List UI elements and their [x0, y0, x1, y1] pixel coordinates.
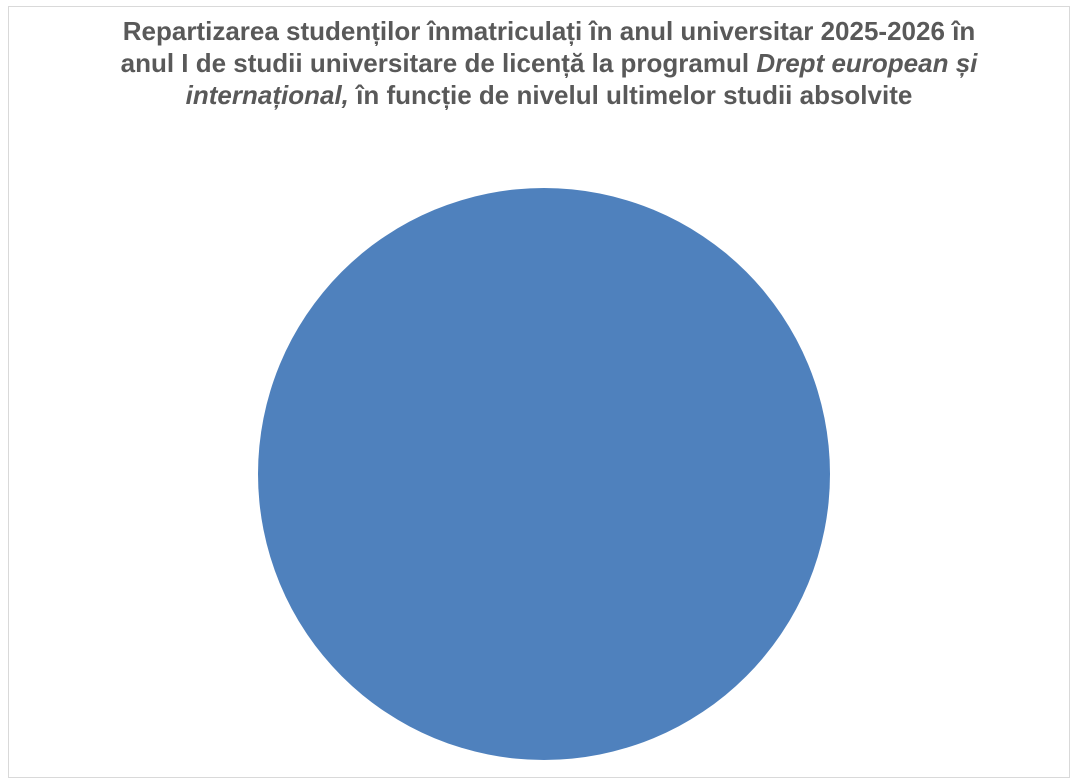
chart-title: Repartizarea studenților înmatriculați î… [119, 15, 979, 111]
chart-title-part-3: în funcție de nivelul ultimelor studii a… [348, 80, 913, 110]
pie-slice-1 [258, 188, 830, 760]
chart-area: Repartizarea studenților înmatriculați î… [8, 6, 1070, 778]
chart-title-program-name: Drept european și internațional, [185, 48, 978, 110]
chart-title-part-1: Repartizarea studenților înmatriculați î… [120, 16, 976, 78]
pie-chart [258, 188, 830, 760]
